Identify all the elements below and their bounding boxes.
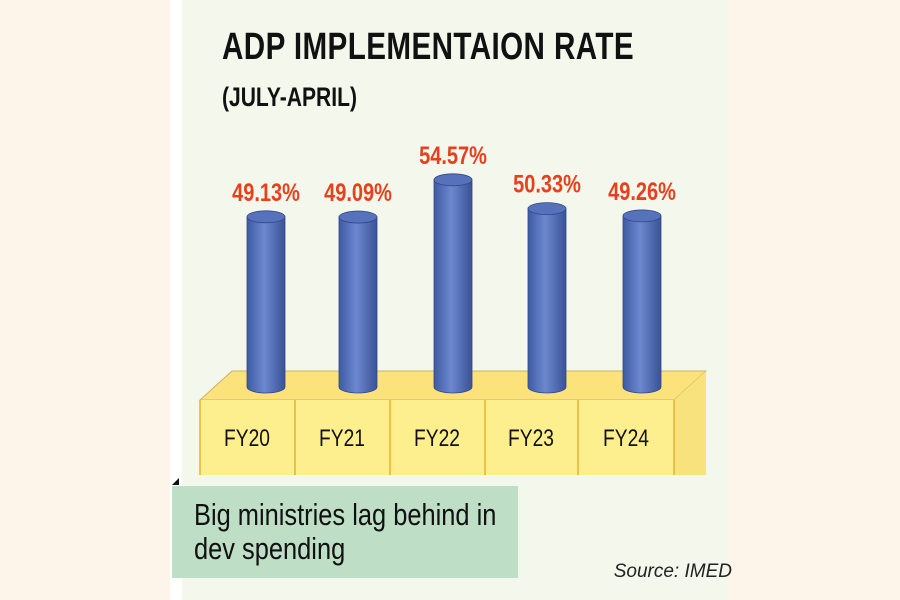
- cylinder-top: [338, 210, 378, 224]
- bar-FY22: [433, 173, 473, 394]
- cylinder-top: [622, 209, 662, 223]
- bar-FY24: [622, 209, 662, 394]
- category-label: FY23: [508, 424, 554, 452]
- cylinder-body: [433, 179, 473, 394]
- chart-base: FY20 FY21 FY22 FY23 FY24: [198, 370, 708, 475]
- cylinder-body: [622, 215, 662, 394]
- cylinder-body: [338, 216, 378, 394]
- cylinder-top: [527, 202, 567, 216]
- caption-box: Big ministries lag behind in dev spendin…: [172, 486, 518, 578]
- chart-subtitle: (JULY-APRIL): [222, 82, 357, 112]
- left-border-strip: [170, 0, 182, 600]
- caption-text: Big ministries lag behind in dev spendin…: [194, 497, 497, 566]
- category-label: FY22: [414, 424, 460, 452]
- bar-FY21: [338, 210, 378, 394]
- data-label: 49.09%: [324, 179, 392, 207]
- source-note: Source: IMED: [613, 561, 732, 582]
- cylinder-body: [246, 216, 286, 394]
- category-label: FY24: [603, 424, 649, 452]
- cylinder-body: [527, 208, 567, 394]
- category-label: FY20: [224, 424, 270, 452]
- cylinder-top: [433, 173, 473, 187]
- data-label: 54.57%: [419, 142, 487, 170]
- data-label: 50.33%: [513, 171, 581, 199]
- corner-marker: [172, 478, 179, 485]
- cylinder-top: [246, 210, 286, 224]
- category-label: FY21: [319, 424, 365, 452]
- base-front-face: [200, 400, 674, 475]
- base-side-face: [674, 371, 706, 475]
- bar-FY23: [527, 202, 567, 394]
- bar-FY20: [246, 210, 286, 394]
- chart-title: ADP IMPLEMENTAION RATE: [222, 26, 635, 68]
- data-label: 49.13%: [232, 179, 300, 207]
- data-label: 49.26%: [608, 178, 676, 206]
